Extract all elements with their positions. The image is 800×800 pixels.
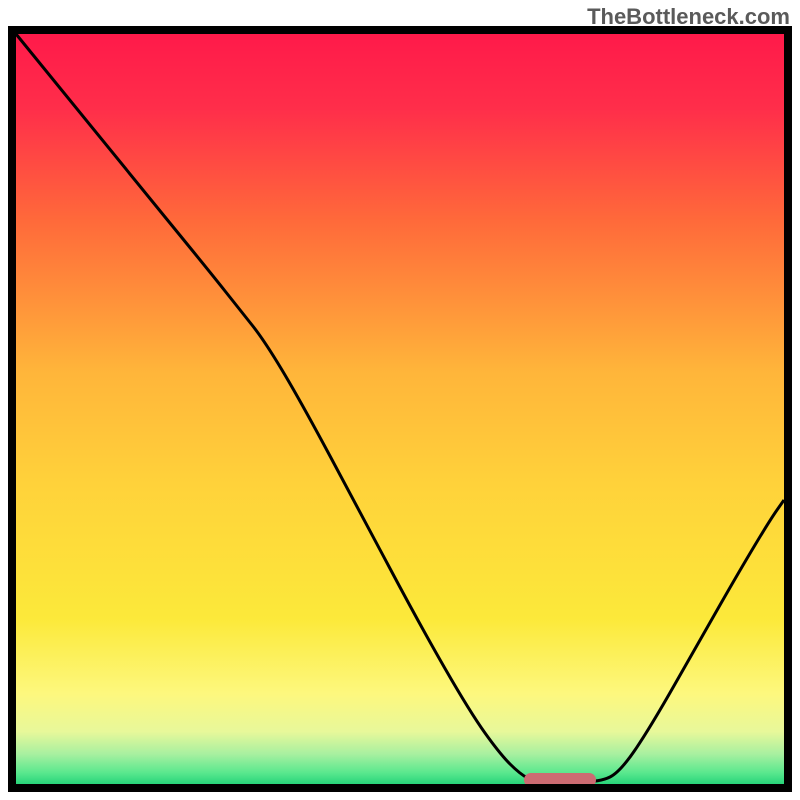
watermark-text: TheBottleneck.com: [587, 4, 790, 29]
chart-container: TheBottleneck.com: [0, 0, 800, 800]
bottleneck-curve-chart: [0, 0, 800, 800]
watermark: TheBottleneck.com: [587, 4, 790, 30]
gradient-background: [16, 34, 784, 784]
